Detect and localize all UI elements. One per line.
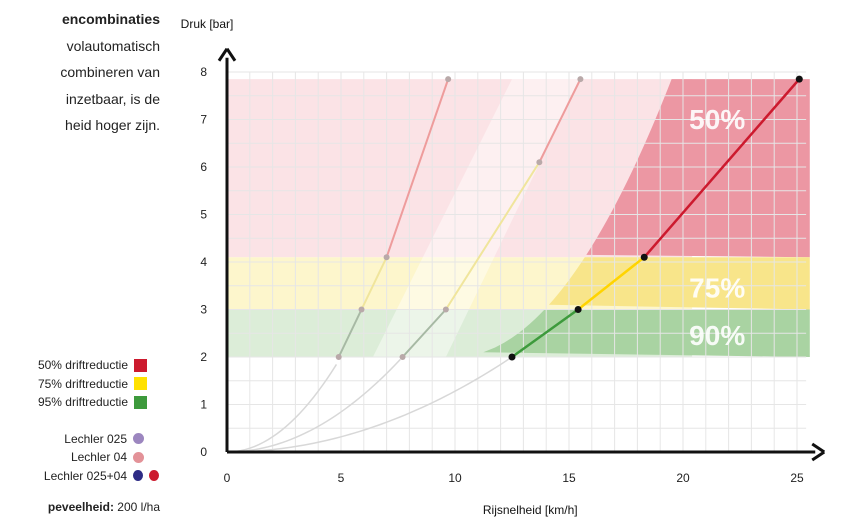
y-tick-label: 1 <box>200 398 207 412</box>
legend-label: 50% driftreductie <box>37 358 128 373</box>
data-point <box>795 75 803 83</box>
series-segment <box>401 308 447 358</box>
x-tick-label: 0 <box>224 471 231 485</box>
zone-label: 50% <box>689 104 745 135</box>
series-segment <box>360 256 388 310</box>
y-axis-arrow-icon <box>217 47 237 62</box>
legend-label: Lechler 04 <box>70 450 127 465</box>
x-axis-label: Rijsnelheid [km/h] <box>483 503 578 517</box>
intro-text: encombinaties volautomatisch combineren … <box>0 6 160 139</box>
legend-label: Lechler 025 <box>64 431 127 446</box>
pink-dot-icon <box>133 451 144 463</box>
green-swatch-icon <box>134 395 147 409</box>
x-tick-label: 5 <box>338 471 345 485</box>
series-segment <box>577 256 646 311</box>
series-segment <box>538 78 582 163</box>
data-point <box>442 306 449 313</box>
y-tick-label: 6 <box>200 160 207 174</box>
legend-item-95: 95% driftreductie <box>0 393 165 412</box>
intro-line: inzetbaar, is de <box>65 90 160 107</box>
footnote-label: peveelheid: <box>47 500 114 514</box>
series-segment <box>385 78 450 258</box>
series-segment <box>511 308 579 359</box>
data-point <box>536 159 543 166</box>
y-tick-label: 4 <box>200 255 207 269</box>
purple-dot-icon <box>133 433 144 445</box>
legend-label: 75% driftreductie <box>37 376 128 391</box>
reference-curve <box>226 358 401 453</box>
series-segment <box>337 309 363 358</box>
legend-item-lechler-combo: Lechler 025+04 <box>0 467 165 486</box>
y-tick-label: 8 <box>200 65 207 79</box>
red-dot-icon <box>149 470 159 482</box>
zone-50-deep <box>586 79 810 258</box>
data-point <box>445 76 452 83</box>
data-point <box>358 306 365 313</box>
y-tick-label: 0 <box>200 445 207 459</box>
intro-line: volautomatisch <box>66 37 160 54</box>
legend-item-75: 75% driftreductie <box>0 375 165 394</box>
data-point <box>335 354 342 360</box>
x-tick-label: 15 <box>562 471 576 485</box>
legend-label: 95% driftreductie <box>37 395 128 410</box>
legend-item-lechler-04: Lechler 04 <box>0 448 165 467</box>
footnote: peveelheid: 200 l/ha <box>0 500 160 514</box>
y-tick-label: 5 <box>200 208 207 222</box>
y-tick-label: 2 <box>200 350 207 364</box>
x-axis-arrow-icon <box>811 442 826 462</box>
data-point <box>640 253 648 261</box>
data-point <box>399 354 406 360</box>
y-axis-label: Druk [bar] <box>181 17 234 31</box>
zone-label: 75% <box>689 273 745 304</box>
legend-item-50: 50% driftreductie <box>0 356 165 375</box>
navy-dot-icon <box>133 470 143 482</box>
series-segment <box>643 78 801 259</box>
data-point <box>577 76 584 83</box>
x-tick-label: 10 <box>448 471 462 485</box>
y-tick-label: 7 <box>200 113 207 127</box>
x-tick-label: 25 <box>790 471 804 485</box>
legend: 50% driftreductie 75% driftreductie 95% … <box>0 356 165 485</box>
legend-item-lechler-025: Lechler 025 <box>0 430 165 449</box>
intro-line: combineren van <box>60 64 160 80</box>
data-point <box>574 306 582 313</box>
data-point <box>383 254 390 261</box>
reference-curve <box>226 364 338 453</box>
reference-curve <box>226 357 511 453</box>
zone-label: 90% <box>689 320 745 351</box>
legend-label: Lechler 025+04 <box>43 468 127 483</box>
red-swatch-icon <box>134 358 147 372</box>
data-point <box>508 353 516 361</box>
footnote-value: 200 l/ha <box>117 500 160 514</box>
y-tick-label: 3 <box>200 303 207 317</box>
yellow-swatch-icon <box>134 377 147 391</box>
intro-line: heid hoger zijn. <box>65 117 160 133</box>
series-segment <box>445 161 541 311</box>
x-tick-label: 20 <box>676 471 690 485</box>
zone-wedge <box>372 79 581 357</box>
intro-line: encombinaties <box>61 11 160 27</box>
